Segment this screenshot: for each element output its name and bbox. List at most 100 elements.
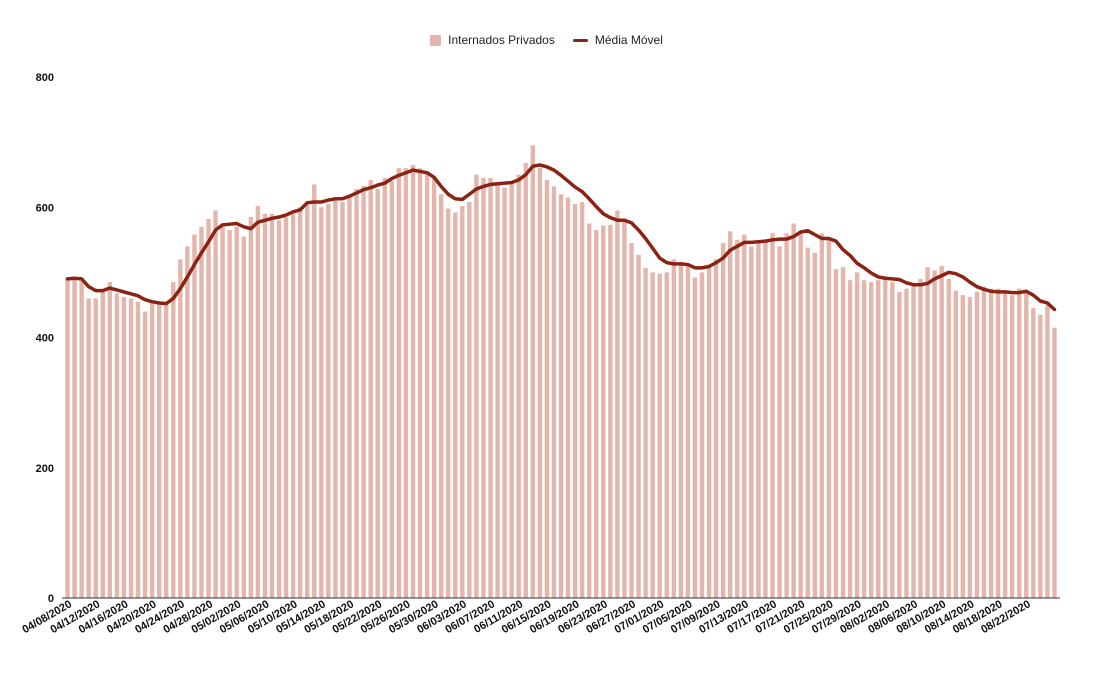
bar[interactable]	[199, 226, 204, 598]
bar[interactable]	[819, 233, 825, 599]
legend-item-bars[interactable]: Internados Privados	[430, 33, 555, 47]
bar[interactable]	[551, 186, 557, 598]
bar[interactable]	[453, 212, 458, 598]
bar[interactable]	[192, 234, 197, 599]
bar[interactable]	[1038, 314, 1043, 598]
bar[interactable]	[156, 303, 162, 598]
bar[interactable]	[114, 293, 120, 598]
bar[interactable]	[312, 184, 317, 599]
bar[interactable]	[389, 181, 394, 598]
bar[interactable]	[749, 246, 754, 598]
bar[interactable]	[925, 267, 930, 598]
bar[interactable]	[178, 259, 183, 598]
bar[interactable]	[777, 246, 782, 598]
bar[interactable]	[305, 203, 310, 598]
bar[interactable]	[833, 269, 839, 598]
bar[interactable]	[1045, 304, 1050, 598]
bar[interactable]	[368, 179, 373, 598]
bar[interactable]	[424, 174, 430, 598]
bar[interactable]	[629, 243, 634, 598]
bar[interactable]	[664, 272, 669, 598]
bar[interactable]	[431, 177, 437, 598]
bar[interactable]	[347, 197, 352, 598]
bar[interactable]	[883, 278, 888, 598]
bar[interactable]	[410, 164, 416, 598]
bar[interactable]	[107, 282, 113, 598]
bar[interactable]	[840, 267, 846, 598]
bar[interactable]	[234, 226, 239, 598]
bar[interactable]	[911, 285, 916, 598]
bar[interactable]	[678, 262, 684, 598]
bar[interactable]	[248, 217, 254, 599]
bar[interactable]	[974, 291, 980, 598]
bar[interactable]	[269, 213, 275, 598]
bar[interactable]	[523, 162, 528, 598]
bar[interactable]	[206, 218, 211, 598]
bar[interactable]	[981, 286, 987, 598]
bar[interactable]	[565, 197, 571, 598]
bar[interactable]	[142, 311, 148, 598]
bar[interactable]	[594, 230, 599, 598]
bar[interactable]	[495, 184, 500, 599]
bar[interactable]	[361, 185, 366, 599]
bar[interactable]	[890, 282, 895, 598]
bar[interactable]	[657, 273, 662, 598]
bar[interactable]	[967, 297, 973, 598]
bar[interactable]	[995, 288, 1001, 598]
bar[interactable]	[382, 177, 387, 598]
bar[interactable]	[868, 282, 874, 598]
bar[interactable]	[354, 189, 359, 598]
bar[interactable]	[572, 203, 578, 598]
bar[interactable]	[290, 213, 296, 598]
bar[interactable]	[988, 288, 994, 598]
bar[interactable]	[396, 168, 402, 599]
legend-item-line[interactable]: Média Móvel	[572, 33, 663, 47]
bar[interactable]	[185, 246, 190, 598]
bar[interactable]	[65, 278, 70, 598]
bar[interactable]	[791, 223, 796, 598]
bar[interactable]	[446, 208, 451, 599]
bar[interactable]	[340, 202, 345, 599]
bar[interactable]	[544, 179, 550, 598]
bar[interactable]	[671, 259, 676, 598]
bar[interactable]	[1002, 291, 1008, 598]
bar[interactable]	[735, 239, 740, 598]
bar[interactable]	[135, 301, 141, 598]
bar[interactable]	[100, 291, 105, 598]
bar[interactable]	[650, 272, 655, 598]
bar[interactable]	[713, 259, 719, 598]
bar[interactable]	[615, 210, 620, 598]
bar[interactable]	[643, 267, 648, 598]
bar[interactable]	[488, 177, 493, 598]
bar[interactable]	[220, 226, 225, 598]
bar[interactable]	[438, 194, 444, 598]
bar[interactable]	[509, 181, 514, 598]
bar[interactable]	[720, 243, 726, 598]
bar[interactable]	[897, 291, 902, 598]
bar[interactable]	[812, 252, 817, 598]
bar[interactable]	[1031, 308, 1036, 598]
bar[interactable]	[932, 270, 937, 598]
bar[interactable]	[904, 288, 909, 598]
bar[interactable]	[79, 280, 84, 598]
bar[interactable]	[460, 205, 465, 598]
bar[interactable]	[1052, 327, 1057, 598]
bar[interactable]	[826, 239, 832, 598]
bar[interactable]	[601, 225, 606, 599]
bar[interactable]	[579, 202, 585, 599]
bar[interactable]	[72, 277, 77, 598]
bar[interactable]	[876, 280, 881, 598]
bar[interactable]	[227, 230, 232, 598]
bar[interactable]	[516, 174, 521, 598]
bar[interactable]	[636, 254, 641, 598]
bar[interactable]	[86, 298, 91, 598]
bar[interactable]	[946, 278, 951, 598]
bar[interactable]	[283, 217, 289, 599]
bar[interactable]	[685, 264, 691, 598]
bar[interactable]	[960, 295, 966, 598]
bar[interactable]	[939, 265, 944, 598]
bar[interactable]	[608, 224, 613, 599]
bar[interactable]	[319, 207, 324, 598]
bar[interactable]	[297, 207, 303, 598]
bar[interactable]	[847, 280, 853, 598]
